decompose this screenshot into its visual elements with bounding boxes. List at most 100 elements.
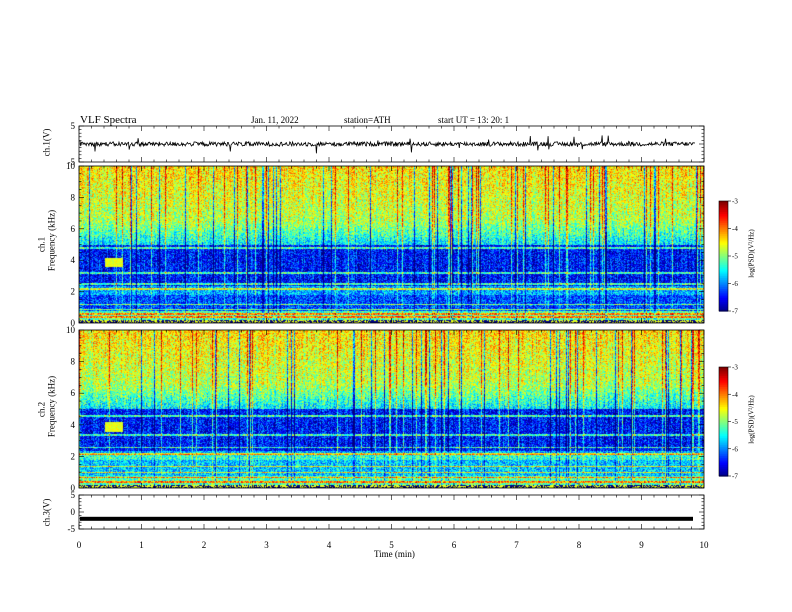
colorbar-2-cell <box>719 412 728 415</box>
colorbar-1-cell <box>719 202 728 206</box>
colorbar-1-cell <box>719 287 728 290</box>
x-tick-label: 4 <box>327 540 332 550</box>
x-tick-label: 10 <box>700 540 710 550</box>
colorbar-1-cell <box>719 219 728 222</box>
colorbar-1-tick-label: -7 <box>732 308 738 316</box>
colorbar-1-cell <box>719 307 728 310</box>
y-tick-label-3: 2 <box>71 451 76 461</box>
colorbar-1-cell <box>719 257 728 261</box>
colorbar-2-cell <box>719 454 728 457</box>
colorbar-2-cell <box>719 377 728 381</box>
colorbar-2-tick-label: -4 <box>732 391 738 399</box>
panel-frame-4 <box>78 494 705 530</box>
colorbar-1-cell <box>719 234 728 237</box>
colorbar-2-cell <box>719 448 728 452</box>
colorbar-2-cell <box>719 472 728 475</box>
colorbar-2-cell <box>719 367 728 370</box>
colorbar-2-cell <box>719 406 728 410</box>
colorbar-2-cell <box>719 452 728 455</box>
y-tick-label-4: -5 <box>68 524 76 534</box>
colorbar-2-cell <box>719 466 728 470</box>
colorbar-2-cell <box>719 374 728 377</box>
colorbar-2-cell <box>719 385 728 388</box>
colorbar-1-cell <box>719 294 728 297</box>
colorbar-1-cell <box>719 235 728 239</box>
y-tick-label-2: 8 <box>71 192 76 202</box>
colorbar-2-cell <box>719 428 728 432</box>
x-tick-label: 5 <box>389 540 394 550</box>
colorbar-1-cell <box>719 272 728 275</box>
colorbar-2-cell <box>719 405 728 408</box>
colorbar-1-cell <box>719 245 728 248</box>
colorbar-2-cell <box>719 465 728 468</box>
colorbar-2-cell <box>719 461 728 464</box>
colorbar-2-cell <box>719 425 728 428</box>
colorbar-1-cell <box>719 285 728 288</box>
colorbar-1-cell <box>719 243 728 246</box>
colorbar-2-tick-label: -7 <box>732 473 738 481</box>
colorbar-2-cell <box>719 383 728 386</box>
colorbar-2-cell <box>719 381 728 384</box>
colorbar-2-cell <box>719 459 728 463</box>
colorbar-1-cell <box>719 265 728 268</box>
colorbar-2-cell <box>719 401 728 404</box>
colorbar-2-cell <box>719 414 728 417</box>
station-label: station=ATH <box>344 115 391 125</box>
colorbar-1-cell <box>719 305 728 308</box>
colorbar-2-cell <box>719 450 728 453</box>
colorbar-2-cell <box>719 376 728 379</box>
x-tick-label: 0 <box>77 540 82 550</box>
colorbar-1-cell <box>719 267 728 270</box>
colorbar-1-cell <box>719 250 728 253</box>
y-tick-label-3: 10 <box>66 325 76 335</box>
colorbar-2-cell <box>719 386 728 390</box>
ch3-waveform-trace <box>80 516 693 521</box>
x-tick-label: 2 <box>202 540 207 550</box>
colorbar-1-cell <box>719 210 728 213</box>
x-axis-label: Time (min) <box>374 549 415 559</box>
colorbar-1-cell <box>719 290 728 294</box>
date-label: Jan. 11, 2022 <box>251 115 299 125</box>
colorbar-2-cell <box>719 437 728 441</box>
figure-title: VLF Spectra <box>80 114 137 126</box>
colorbar-1-cell <box>719 278 728 281</box>
colorbar-2-cell <box>719 445 728 448</box>
colorbar-1-cell <box>719 283 728 286</box>
colorbar-2-cell <box>719 368 728 372</box>
y-tick-label-4: 5 <box>71 490 76 500</box>
colorbar-2-cell <box>719 399 728 403</box>
colorbar-1-tick-label: -6 <box>732 280 738 288</box>
colorbar-2-cell <box>719 403 728 406</box>
y-tick-label-1: 5 <box>71 121 76 131</box>
colorbar-1-cell <box>719 248 728 252</box>
colorbar-2-cell <box>719 474 728 477</box>
colorbar-2-cell <box>719 417 728 421</box>
colorbar-2-cell <box>719 463 728 466</box>
colorbar-2-tick-label: -5 <box>732 418 738 426</box>
colorbar-2-cell <box>719 423 728 426</box>
colorbar-1-cell <box>719 263 728 266</box>
y-tick-label-3: 0 <box>71 483 76 493</box>
colorbar-2-cell <box>719 392 728 395</box>
colorbar-2-cell <box>719 394 728 397</box>
colorbar-1-cell <box>719 246 728 250</box>
y-tick-label-3: 4 <box>71 420 76 430</box>
colorbar-1-cell <box>719 300 728 303</box>
colorbar-1-cell <box>719 204 728 208</box>
colorbar-2-cell <box>719 416 728 419</box>
colorbar2-label: log(PSD)(V²/Hz) <box>747 395 756 444</box>
colorbar-1-tick-label: -4 <box>732 225 738 233</box>
ch1-waveform-trace <box>79 135 696 154</box>
y-tick-label-2: 0 <box>71 318 76 328</box>
colorbar-1-tick-label: -3 <box>732 198 738 206</box>
ch1-spectrogram-ylabel-line1: ch.1 <box>36 236 47 253</box>
colorbar-1-cell <box>719 279 728 283</box>
y-tick-label-2: 10 <box>66 161 76 171</box>
colorbar-1-cell <box>719 298 728 301</box>
colorbar-2-cell <box>719 430 728 433</box>
ch2-spectrogram-ylabel-line2: Frequency (kHz) <box>46 375 57 438</box>
y-tick-label-2: 6 <box>71 224 76 234</box>
colorbar-2-cell <box>719 372 728 375</box>
colorbar-1-cell <box>719 221 728 224</box>
colorbar-1-cell <box>719 276 728 279</box>
